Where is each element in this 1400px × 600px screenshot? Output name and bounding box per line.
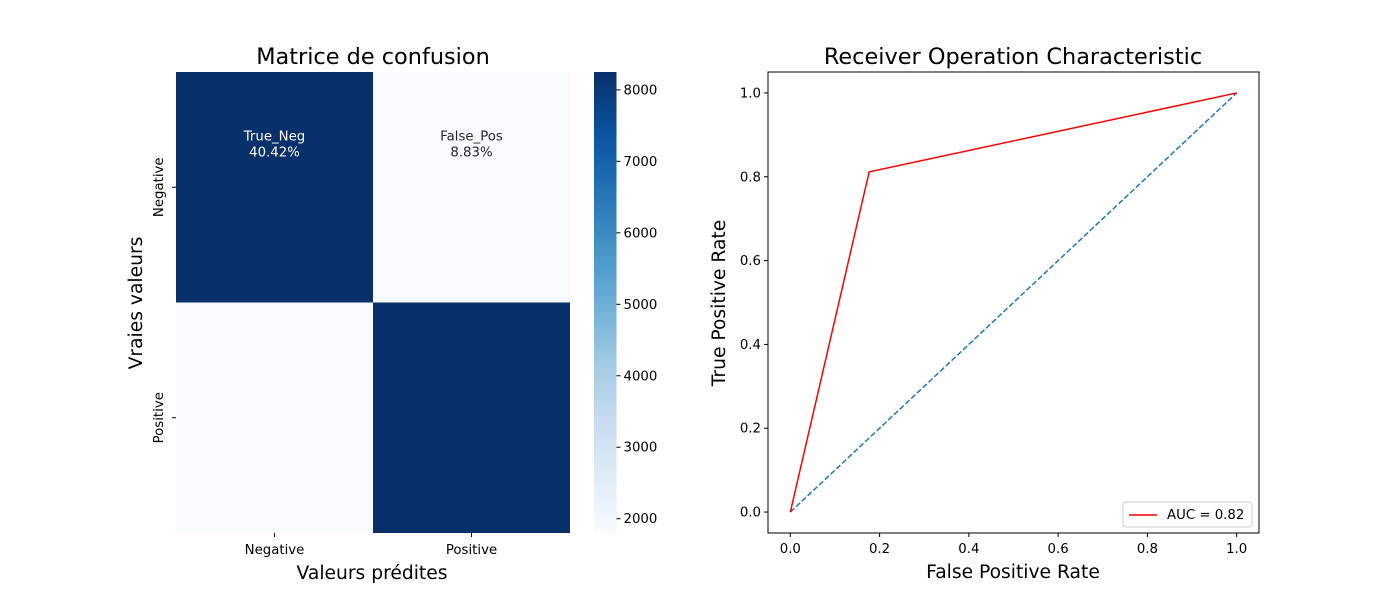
confusion-matrix-title: Matrice de confusion (256, 44, 490, 70)
heatmap-cell (373, 302, 570, 533)
colorbar-tick-label: 4000 (624, 369, 658, 384)
y-tick-label: 0.0 (740, 506, 761, 521)
roc-panel: Receiver Operation Characteristic 0.0 0.2… (709, 44, 1260, 583)
colorbar-tick-label: 6000 (624, 226, 658, 241)
heatmap-y-ticks: Negative Positive (152, 157, 176, 443)
colorbar-gradient (594, 72, 617, 533)
y-tick-label: 0.2 (740, 422, 761, 437)
roc-series (789, 92, 1238, 513)
confusion-matrix-xlabel: Valeurs prédites (297, 563, 448, 584)
roc-title: Receiver Operation Characteristic (824, 44, 1202, 70)
heatmap-cell (176, 72, 373, 303)
diagonal-reference-line (789, 92, 1238, 513)
cell-annotation-percent: 40.42% (249, 145, 300, 160)
roc-xlabel: False Positive Rate (926, 562, 1100, 583)
y-tick-label: 0.8 (740, 170, 761, 185)
colorbar: 2000 3000 4000 5000 6000 7000 8000 (594, 72, 657, 533)
x-tick-label: 0.4 (958, 542, 979, 557)
x-tick-label: 0.8 (1137, 542, 1158, 557)
cell-annotation-percent: 8.83% (450, 145, 492, 160)
roc-axes-frame (767, 71, 1260, 534)
heatmap-x-ticks: Negative Positive (245, 533, 497, 558)
colorbar-tick-label: 2000 (624, 512, 658, 527)
y-tick-label: 0.4 (740, 338, 761, 353)
confusion-matrix-ylabel: Vraies valeurs (126, 237, 147, 370)
roc-ylabel: True Positive Rate (709, 220, 730, 387)
x-tick-label: Negative (245, 543, 305, 558)
cell-annotation-label: True_Neg (243, 129, 305, 144)
colorbar-ticks: 2000 3000 4000 5000 6000 7000 8000 (616, 83, 658, 527)
heatmap-cell (176, 302, 373, 533)
roc-curve-line (789, 92, 1237, 513)
y-tick-label: 1.0 (740, 86, 761, 101)
heatmap-cell (373, 72, 570, 303)
y-tick-label: Positive (152, 392, 167, 443)
cell-annotation-label: False_Pos (440, 129, 503, 144)
x-tick-label: 0.6 (1048, 542, 1069, 557)
x-tick-label: Positive (446, 543, 497, 558)
y-tick-label: 0.6 (740, 254, 761, 269)
y-tick-label: Negative (152, 157, 167, 217)
x-tick-label: 0.2 (869, 542, 890, 557)
colorbar-tick-label: 5000 (624, 298, 658, 313)
x-tick-label: 1.0 (1226, 542, 1247, 557)
roc-x-ticks: 0.0 0.2 0.4 0.6 0.8 1.0 (780, 533, 1247, 557)
colorbar-tick-label: 7000 (624, 155, 658, 170)
roc-y-ticks: 0.0 0.2 0.4 0.6 0.8 1.0 (740, 86, 768, 521)
colorbar-tick-label: 3000 (624, 441, 658, 456)
legend-frame (1122, 501, 1253, 528)
roc-legend: AUC = 0.82 (1122, 501, 1253, 528)
x-tick-label: 0.0 (780, 542, 801, 557)
heatmap-cells (176, 72, 570, 533)
colorbar-tick-label: 8000 (624, 83, 658, 98)
legend-label: AUC = 0.82 (1167, 508, 1244, 523)
